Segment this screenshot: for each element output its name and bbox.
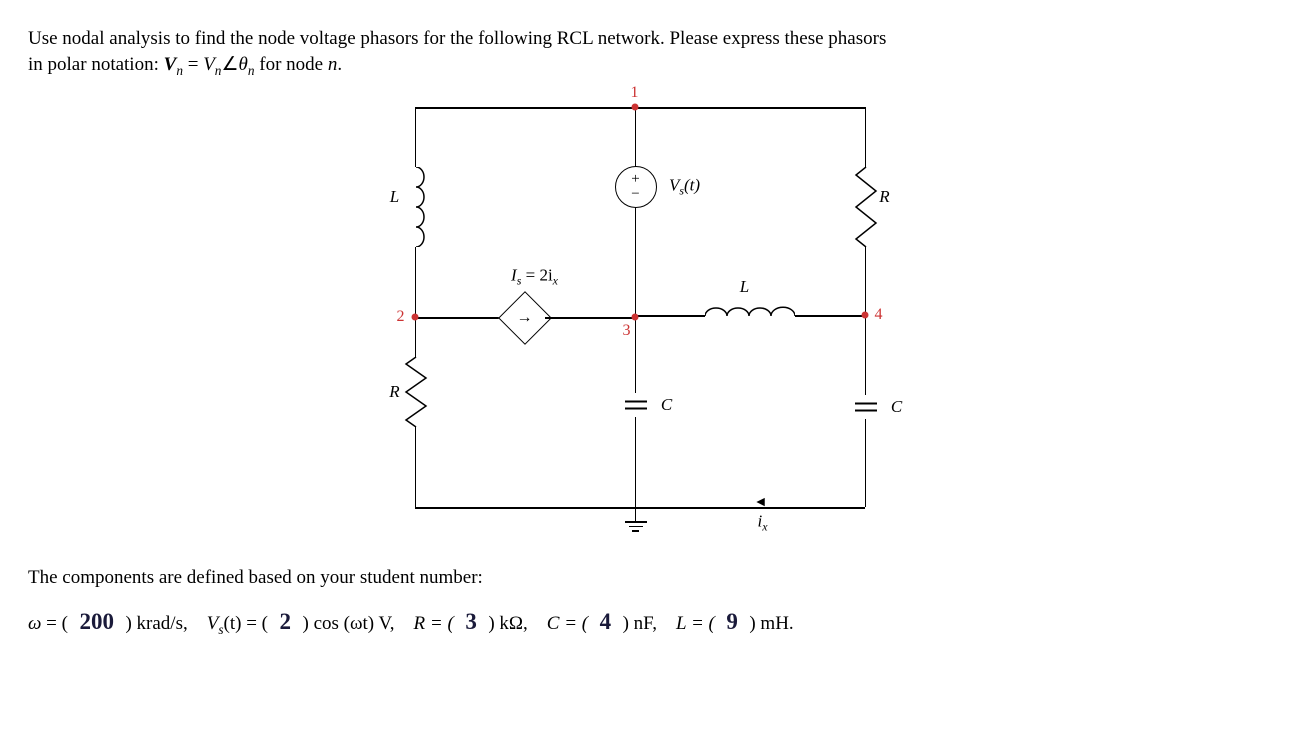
eq-V-sub: n — [176, 62, 183, 77]
R-unit: ) kΩ, — [484, 613, 528, 634]
problem-line2-prefix: in polar notation: — [28, 54, 164, 75]
capacitor-C-right — [855, 403, 877, 412]
C-val: 4 — [598, 609, 614, 634]
node-3-label: 3 — [623, 322, 631, 340]
omega-close: ) — [121, 613, 137, 634]
omega-val: 200 — [77, 609, 116, 634]
inductor-L-mid — [705, 303, 795, 329]
problem-statement: Use nodal analysis to find the node volt… — [28, 26, 1261, 79]
label-L-left: L — [390, 187, 399, 207]
L-val: 9 — [724, 609, 740, 634]
dependent-source-arrow-icon: → — [517, 309, 533, 327]
vs-minus: − — [631, 187, 639, 202]
components-intro: The components are defined based on your… — [28, 565, 1261, 591]
vs-plus: + — [631, 172, 639, 187]
Vs-open: (t) = ( — [224, 613, 273, 634]
node-1-dot — [631, 104, 638, 111]
inductor-L-left — [403, 167, 429, 247]
node-2-dot — [411, 314, 418, 321]
eq-V2: V — [203, 54, 215, 75]
node-3-dot — [631, 314, 638, 321]
L-unit: ) mH. — [745, 613, 794, 634]
ground-icon — [625, 521, 647, 532]
omega-open: = ( — [41, 613, 72, 634]
omega-sym: ω — [28, 613, 41, 634]
component-values: ω = ( 200 ) krad/s, Vs(t) = ( 2 ) cos (ω… — [28, 609, 1261, 638]
C-unit: ) nF, — [618, 613, 657, 634]
C-sym: C = ( — [547, 613, 593, 634]
resistor-R-right — [853, 167, 879, 247]
problem-line2-n: n — [328, 54, 338, 75]
label-Is: Is = 2ix — [511, 266, 558, 289]
node-4-label: 4 — [875, 306, 883, 324]
eq-equals: = — [188, 54, 203, 75]
problem-line2-period: . — [337, 54, 342, 75]
omega-unit: krad/s, — [137, 613, 188, 634]
voltage-source-vs: + − — [615, 166, 657, 208]
label-ix: ix — [757, 512, 767, 535]
R-val: 3 — [463, 609, 479, 634]
eq-theta: θ — [239, 54, 248, 75]
node-1-label: 1 — [631, 84, 639, 102]
label-R-right: R — [879, 187, 889, 207]
eq-V-bold: V — [164, 54, 177, 75]
resistor-R-bottom-left — [403, 357, 429, 427]
R-sym: R = ( — [414, 613, 459, 634]
node-4-dot — [861, 312, 868, 319]
capacitor-C-mid — [625, 401, 647, 410]
eq-theta-sub: n — [248, 62, 255, 77]
Vs-sym: V — [207, 613, 219, 634]
ix-arrow-icon: ◄ — [754, 495, 768, 511]
label-R-bottomleft: R — [389, 382, 399, 402]
Vs-val: 2 — [278, 609, 294, 634]
label-C-right: C — [891, 397, 902, 417]
problem-line1: Use nodal analysis to find the node volt… — [28, 28, 886, 49]
circuit-diagram: + − → — [28, 87, 1261, 547]
label-L-mid: L — [740, 277, 749, 297]
node-2-label: 2 — [397, 308, 405, 326]
label-Vs: Vs(t) — [669, 176, 700, 199]
eq-angle: ∠ — [221, 54, 238, 75]
label-C-mid: C — [661, 395, 672, 415]
L-sym: L = ( — [676, 613, 720, 634]
problem-line2-suffix: for node — [259, 54, 328, 75]
Vs-close: ) cos (ωt) V, — [298, 613, 395, 634]
